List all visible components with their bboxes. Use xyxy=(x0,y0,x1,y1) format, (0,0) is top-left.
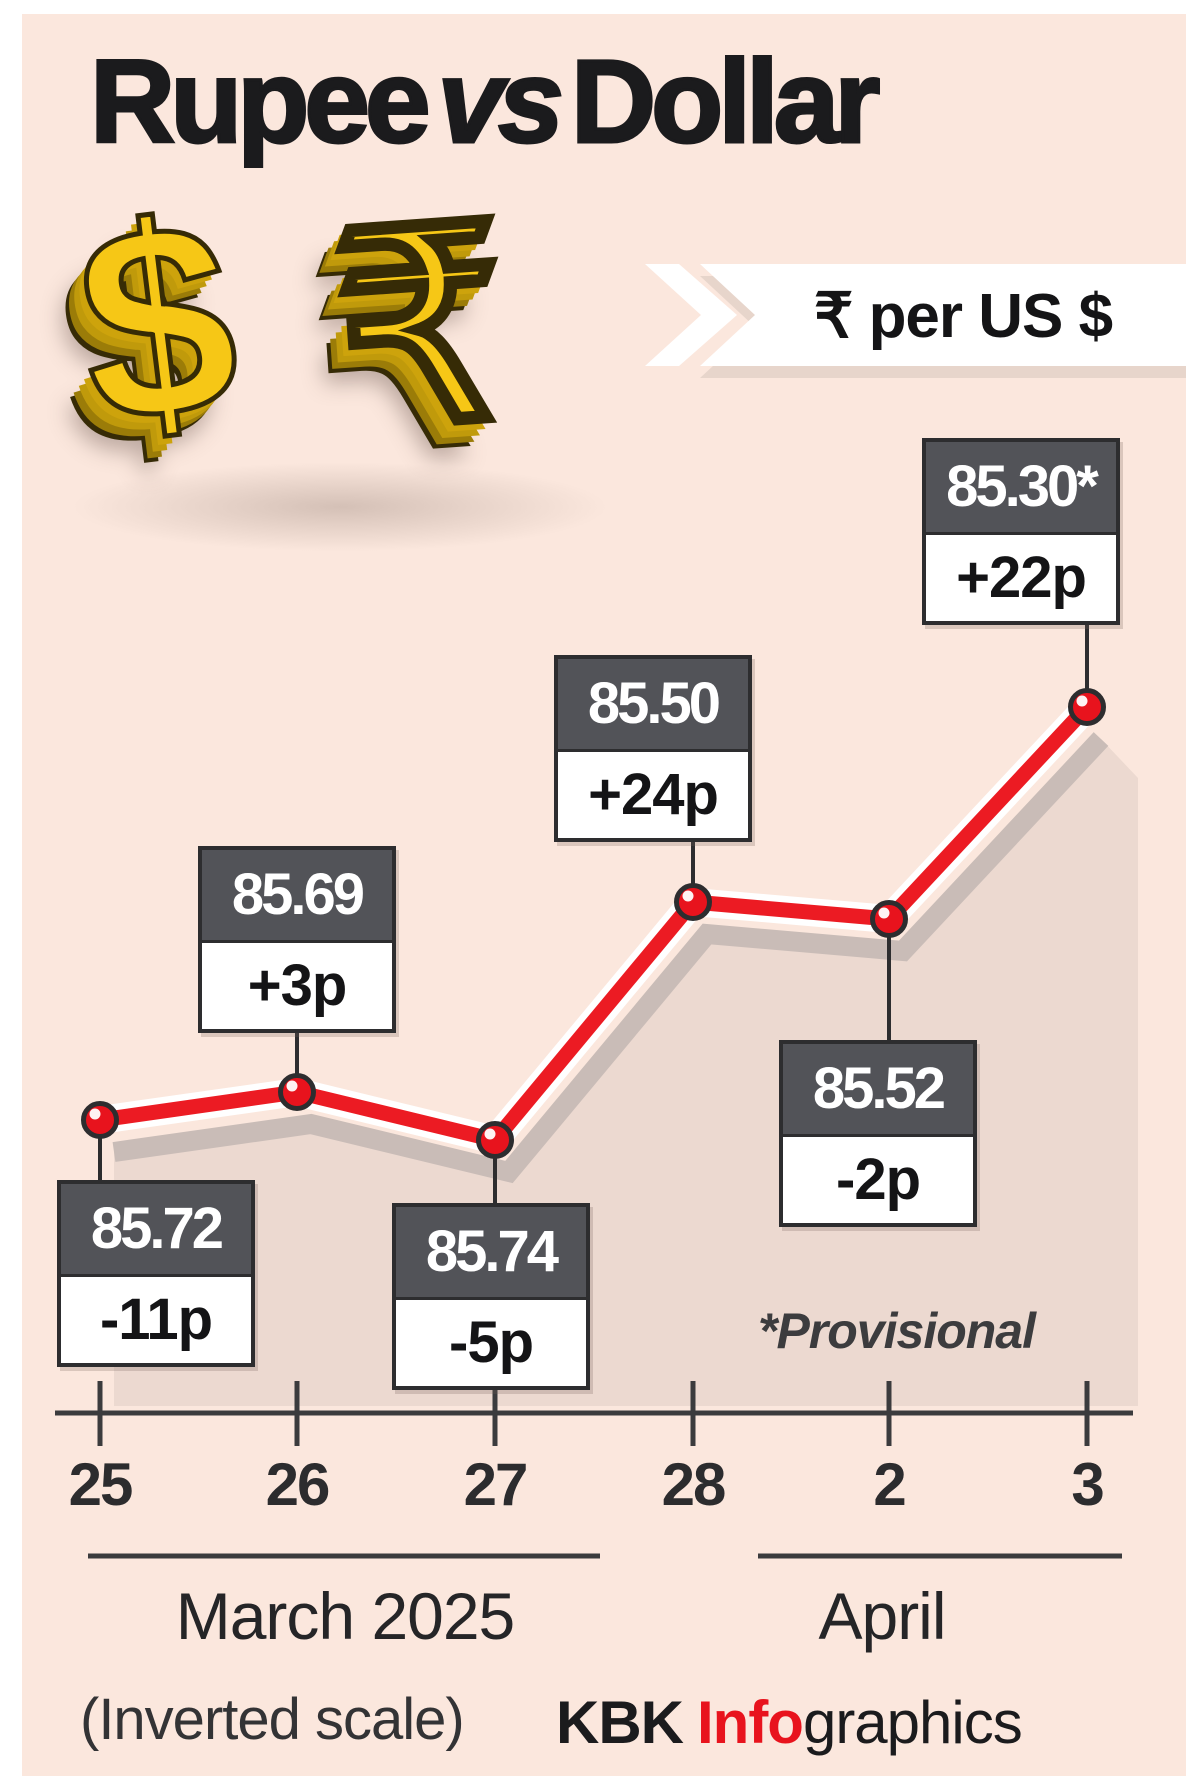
title-word-vs: vs xyxy=(436,35,565,170)
credit-line: KBK Infographics xyxy=(556,1688,1023,1757)
tick-label-27: 27 xyxy=(463,1451,529,1518)
month-label-april: April xyxy=(818,1579,946,1653)
credit-graphics: graphics xyxy=(802,1689,1023,1756)
title-word-rupee: Rupee xyxy=(89,35,433,170)
tick-label-28: 28 xyxy=(661,1451,727,1518)
value-label-box-3: 85.30* +22p xyxy=(922,438,1120,625)
provisional-footnote: *Provisional xyxy=(758,1303,1036,1359)
tick-label-3: 3 xyxy=(1071,1451,1104,1518)
rate-value-28: 85.50 xyxy=(558,659,748,752)
tick-label-26: 26 xyxy=(265,1451,331,1518)
value-label-box-25: 85.72 -11p xyxy=(57,1180,255,1367)
value-label-box-27: 85.74 -5p xyxy=(392,1203,590,1390)
rate-line-series xyxy=(92,699,1095,1148)
rate-value-2: 85.52 xyxy=(783,1044,973,1137)
data-point-28 xyxy=(674,883,712,921)
credit-kbk: KBK xyxy=(556,1689,684,1756)
line-shadow-band xyxy=(112,732,1109,1184)
inverted-scale-note: (Inverted scale) xyxy=(80,1687,465,1752)
tick-label-2: 2 xyxy=(873,1451,906,1518)
rate-change-25: -11p xyxy=(61,1277,251,1363)
data-point-27 xyxy=(476,1121,514,1159)
rate-value-27: 85.74 xyxy=(396,1207,586,1300)
gold-symbols-shadow xyxy=(70,462,610,552)
value-label-box-28: 85.50 +24p xyxy=(554,655,752,842)
rate-value-25: 85.72 xyxy=(61,1184,251,1277)
unit-banner: ₹ per US $ xyxy=(700,264,1186,366)
rate-value-26: 85.69 xyxy=(202,850,392,943)
rate-change-28: +24p xyxy=(558,752,748,838)
credit-info: Info xyxy=(697,1689,804,1756)
tick-label-25: 25 xyxy=(68,1451,134,1518)
rate-change-2: -2p xyxy=(783,1137,973,1223)
data-point-3 xyxy=(1068,688,1106,726)
data-point-2 xyxy=(870,900,908,938)
data-point-26 xyxy=(278,1073,316,1111)
rate-change-27: -5p xyxy=(396,1300,586,1386)
rate-change-3: +22p xyxy=(926,535,1116,621)
rate-value-3: 85.30* xyxy=(926,442,1116,535)
page-title: Rupee vs Dollar xyxy=(89,34,882,170)
data-point-25 xyxy=(81,1101,119,1139)
area-fill xyxy=(114,739,1138,1406)
month-label-march: March 2025 xyxy=(175,1579,516,1653)
value-label-box-26: 85.69 +3p xyxy=(198,846,396,1033)
value-label-box-2: 85.52 -2p xyxy=(779,1040,977,1227)
title-word-dollar: Dollar xyxy=(569,35,881,170)
rate-change-26: +3p xyxy=(202,943,392,1029)
unit-banner-label: ₹ per US $ xyxy=(813,281,1113,351)
